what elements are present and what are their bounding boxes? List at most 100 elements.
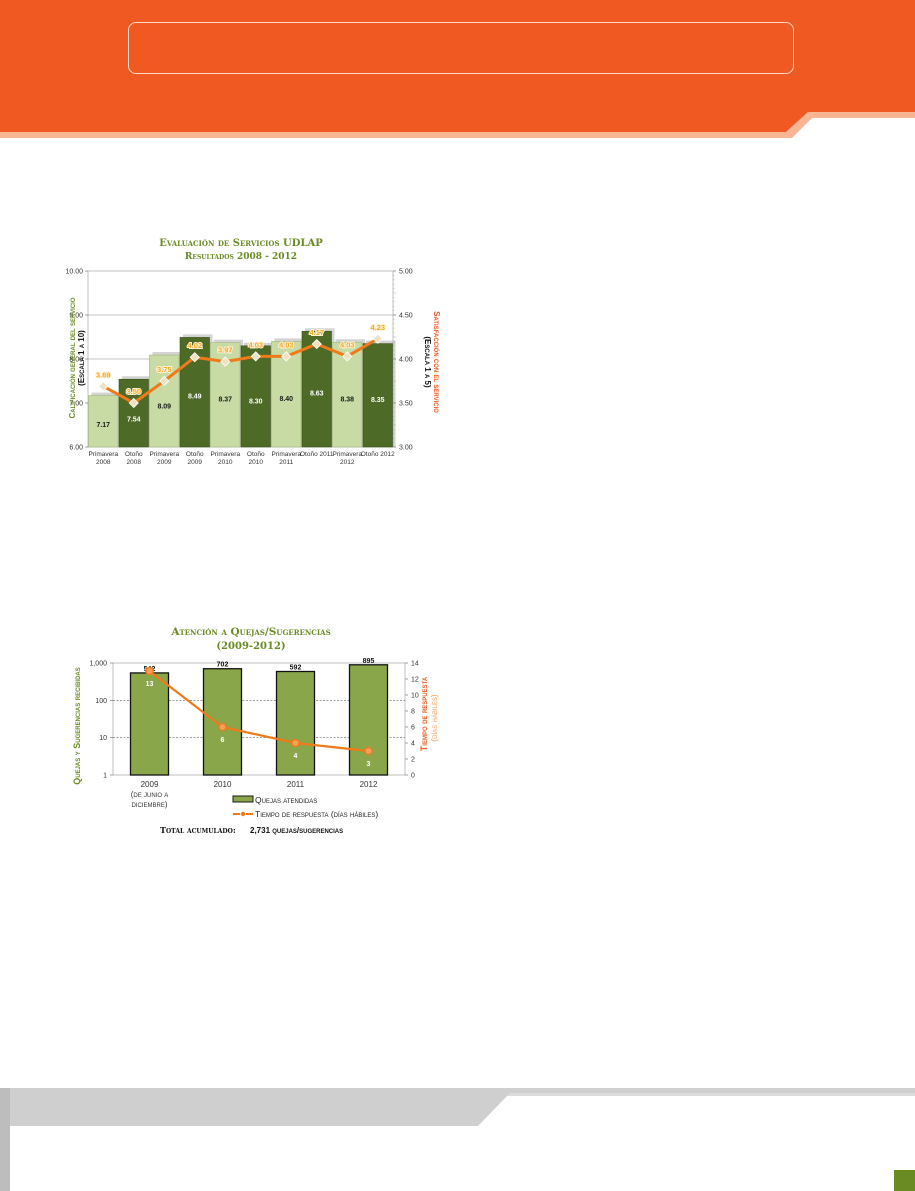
chart1-xtick: Otoño: [186, 451, 204, 458]
chart2-xtick: 2009: [141, 780, 159, 789]
chart1-y2label: Satisfacción con el servicio: [432, 311, 441, 413]
chart1-line-label: 3.50: [126, 387, 141, 396]
chart1-y2tick: 4.00: [399, 357, 413, 364]
chart2-y2tick: 2: [411, 757, 415, 764]
chart1-y2label-sub: (Escala 1 a 5): [423, 336, 432, 388]
legend-line-marker: [239, 811, 246, 818]
chart2-y2tick: 14: [411, 661, 419, 668]
legend-bar-swatch: [232, 795, 254, 803]
chart1-line-marker: [281, 351, 292, 362]
chart1-bar: [332, 341, 363, 448]
chart1-bar-label: 7.17: [96, 422, 110, 429]
chart1-ylabel-sub: (Escala 1 a 10): [77, 330, 86, 386]
chart1-bar-label: 8.09: [157, 403, 171, 410]
chart1-line-marker: [128, 397, 139, 409]
chart2-total-label: Total acumulado:: [160, 825, 236, 835]
chart2-ytick: 10: [99, 735, 107, 742]
chart2-ytick: 1,000: [89, 661, 107, 668]
chart-atencion-quejas: Atención a Quejas/Sugerencias (2009-2012…: [72, 626, 439, 835]
chart1-ytick: 10.00: [65, 269, 83, 276]
chart2-y2label: Tiempo de respuesta: [419, 676, 429, 751]
chart1-line-marker: [159, 375, 170, 387]
chart1-bar-label: 8.49: [188, 394, 202, 401]
chart2-y2tick: 0: [411, 773, 415, 780]
chart1-xtick: Otoño: [125, 451, 143, 458]
chart2-line-label: 13: [146, 681, 154, 688]
legend-line-label: Tiempo de respuesta (días hábiles): [255, 809, 378, 819]
chart2-line-marker: [364, 746, 373, 756]
chart2-bar: [202, 668, 243, 776]
chart1-ylabel: Calificación general del servicio: [68, 297, 77, 418]
chart1-bar: [149, 354, 180, 448]
chart2-legend: Quejas atendidas Tiempo de respuesta (dí…: [232, 795, 378, 819]
chart1-y2tick: 5.00: [399, 269, 413, 276]
chart1-line-label: 3.75: [157, 365, 172, 374]
chart1-line-label: 4.03: [248, 340, 263, 349]
chart1-xtick: Primavera: [332, 451, 362, 458]
chart1-series-line: [102, 337, 379, 405]
chart1-line-marker: [220, 356, 231, 367]
chart2-line-label: 4: [294, 753, 298, 760]
chart1-line-marker: [98, 381, 109, 392]
chart1-bar-label: 8.63: [310, 390, 324, 397]
chart1-bar-label: 8.30: [249, 398, 263, 405]
chart2-line-label: 3: [367, 761, 371, 768]
chart2-bar: [348, 664, 389, 776]
chart1-xtick: Primavera: [149, 451, 179, 458]
chart1-line-label: 4.23: [370, 323, 385, 332]
chart1-bar: [240, 345, 271, 448]
footer-band: [0, 1088, 915, 1191]
chart1-subtitle: Resultados 2008 - 2012: [185, 252, 297, 262]
chart2-y2tick: 12: [411, 677, 419, 684]
chart1-bar: [301, 330, 332, 448]
chart2-subtitle: (2009-2012): [216, 641, 285, 652]
chart1-bar: [88, 395, 119, 448]
chart2-line: 13 6 4 3: [145, 666, 373, 768]
chart1-line-label: 4.17: [309, 328, 324, 337]
chart1-title: Evaluación de Servicios UDLAP: [159, 238, 323, 249]
chart1-y2tick: 3.00: [399, 445, 413, 452]
chart1-line-label: 4.02: [187, 341, 202, 350]
chart1-xtick: 2009: [157, 459, 172, 466]
chart1-line-marker: [342, 351, 353, 362]
chart1-xtick: 2009: [188, 459, 203, 466]
chart2-y2tick: 8: [411, 709, 415, 716]
page-number-marker: [894, 1170, 915, 1191]
chart1-bar-label: 8.38: [340, 396, 354, 403]
chart2-line-marker: [218, 722, 227, 732]
chart1-line-marker: [311, 338, 322, 350]
chart2-line-marker: [145, 666, 154, 676]
chart1-bar-label: 7.54: [127, 417, 141, 424]
chart2-xtick: diciembre): [131, 800, 167, 809]
chart2-bar-label: 702: [217, 662, 229, 669]
chart1-bar-label: 8.37: [218, 397, 232, 404]
chart2-line-label: 6: [221, 737, 225, 744]
chart2-y2tick: 4: [411, 741, 415, 748]
chart1-xtick: 2011: [279, 459, 293, 466]
chart1-ytick: 9.00: [69, 313, 83, 320]
chart2-bar-label: 895: [363, 658, 375, 665]
chart1-xtick: Primavera: [88, 451, 118, 458]
chart2-bar-label: 592: [290, 665, 302, 672]
chart1-xtick: Otoño: [247, 451, 265, 458]
chart1-line-marker: [189, 352, 200, 363]
chart2-ytick: 100: [95, 698, 107, 705]
chart1-xtick: 2008: [127, 459, 142, 466]
legend-bar-label: Quejas atendidas: [255, 795, 317, 805]
chart1-xtick: Primavera: [271, 451, 301, 458]
chart1-y2tick: 4.50: [399, 313, 413, 320]
chart2-xtick: 2011: [287, 780, 305, 789]
chart2-line-marker: [291, 738, 300, 748]
chart1-line-label: 3.97: [218, 346, 233, 355]
chart1-xtick: 2010: [249, 459, 264, 466]
chart1-line-label: 3.69: [96, 370, 111, 379]
chart2-series-line: [148, 670, 369, 753]
chart1-line-marker: [250, 351, 261, 362]
chart1-xtick: 2012: [340, 459, 355, 466]
chart2-title: Atención a Quejas/Sugerencias: [170, 626, 330, 638]
chart1-bars: 7.17 7.54 8.09 8.49 8.37 8.30 8.40 8.63 8.38 8.35: [88, 328, 396, 448]
chart1-ytick: 6.00: [69, 445, 83, 452]
chart2-ylabel: Quejas y Sugerencias recibidas: [72, 667, 82, 785]
chart2-bar: [129, 672, 170, 776]
chart1-line-label: 4.03: [340, 340, 355, 349]
